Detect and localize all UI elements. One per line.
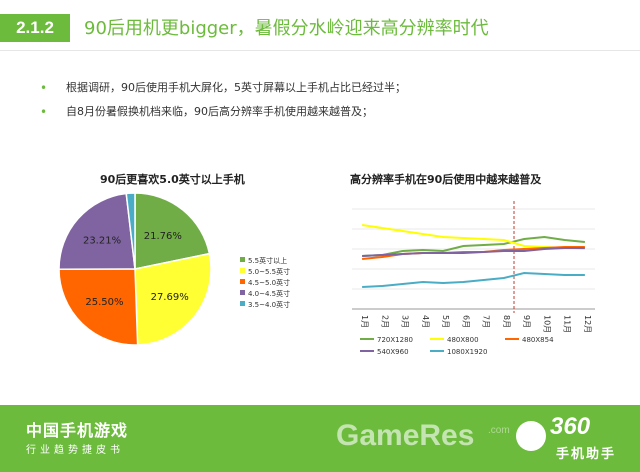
pie-slice [125, 192, 136, 270]
legend-label: 1080X1920 [447, 348, 487, 356]
pie-chart-panel: 90后更喜欢5.0英寸以上手机 21.76% 27.69% 25.50% 23.21%… [40, 165, 320, 346]
x-tick-label: 5月 [441, 315, 450, 328]
x-tick-label: 6月 [461, 315, 470, 328]
legend-label: 5.0~5.5英寸 [248, 267, 290, 276]
x-tick-label: 1月 [360, 315, 369, 328]
legend-label: 3.5~4.0英寸 [248, 300, 290, 309]
logo-number: 360 [550, 413, 591, 440]
footer-tagline: 行业趋势捷皮书 [26, 445, 124, 456]
bullet-icon: • [40, 81, 48, 95]
pie-chart-title: 90后更喜欢5.0英寸以上手机 [100, 173, 245, 186]
logo-text: 手机助手 [556, 447, 617, 462]
x-tick-label: 4月 [421, 315, 430, 328]
line-chart-title: 高分辨率手机在90后使用中越来越普及 [350, 173, 542, 186]
x-tick-label: 12月 [583, 315, 592, 333]
legend-label: 4.0~4.5英寸 [248, 289, 290, 298]
legend-swatch [240, 290, 245, 295]
page-title: 90后用机更bigger，暑假分水岭迎来高分辨率时代 [84, 18, 489, 39]
pie-slice-label: 27.69% [151, 292, 189, 303]
watermark: GameRes [336, 419, 475, 452]
line-chart: 1月 2月 3月 4月 5月 6月 7月 8月 9月 10月 11月 12月 720X1280 480X8… [352, 201, 595, 356]
bullet-text: 自8月份暑假换机档来临，90后高分辨率手机使用越来越普及； [66, 105, 373, 118]
bullet-list: • 根据调研，90后使用手机大屏化，5英寸屏幕以上手机占比已经过半； • 自8月… [40, 80, 620, 128]
legend-label: 4.5~5.0英寸 [248, 278, 290, 287]
header-divider [0, 50, 640, 51]
legend-label: 480X800 [447, 336, 479, 344]
x-tick-label: 11月 [563, 315, 572, 333]
legend-swatch [240, 301, 245, 306]
bullet-icon: • [40, 105, 48, 119]
series-line [362, 247, 585, 257]
legend-label: 540X960 [377, 348, 409, 356]
series-line [362, 271, 585, 288]
section-number: 2.1.2 [0, 14, 70, 42]
legend-label: 480X854 [522, 336, 554, 344]
pie-slice [134, 192, 211, 270]
x-tick-label: 8月 [502, 315, 511, 328]
line-chart-panel: 高分辨率手机在90后使用中越来越普及 1月 2月 3月 4月 5月 6月 7月 8月 9月 10月… [340, 165, 610, 365]
pie-slice [58, 192, 136, 270]
bullet-item: • 根据调研，90后使用手机大屏化，5英寸屏幕以上手机占比已经过半； [40, 80, 620, 104]
legend-swatch [240, 279, 245, 284]
header: 2.1.2 90后用机更bigger，暑假分水岭迎来高分辨率时代 [0, 0, 640, 50]
logo-ball-icon [516, 421, 546, 451]
watermark-suffix: .com [488, 425, 510, 436]
x-tick-label: 7月 [482, 315, 491, 328]
x-tick-label: 2月 [380, 315, 389, 328]
footer-brand: 中国手机游戏 [26, 421, 129, 440]
footer: 中国手机游戏 行业趋势捷皮书 GameRes .com 360 手机助手 [0, 405, 640, 472]
pie-slice-label: 21.76% [144, 231, 182, 242]
legend-label: 5.5英寸以上 [248, 256, 287, 265]
bullet-item: • 自8月份暑假换机档来临，90后高分辨率手机使用越来越普及； [40, 104, 620, 128]
x-tick-label: 10月 [542, 315, 551, 333]
legend-swatch [240, 257, 245, 262]
x-tick-label: 3月 [401, 315, 410, 328]
x-tick-label: 9月 [522, 315, 531, 328]
bullet-text: 根据调研，90后使用手机大屏化，5英寸屏幕以上手机占比已经过半； [66, 81, 406, 94]
pie-chart: 21.76%27.69%25.50%23.21%1.84%5.5英寸以上5.0~… [58, 192, 290, 346]
legend-swatch [240, 268, 245, 273]
series-line [362, 235, 585, 257]
pie-slice-label: 25.50% [85, 297, 123, 308]
legend-label: 720X1280 [377, 336, 413, 344]
pie-slice [58, 268, 139, 346]
pie-slice [134, 252, 212, 346]
pie-slice-label: 23.21% [83, 236, 121, 247]
